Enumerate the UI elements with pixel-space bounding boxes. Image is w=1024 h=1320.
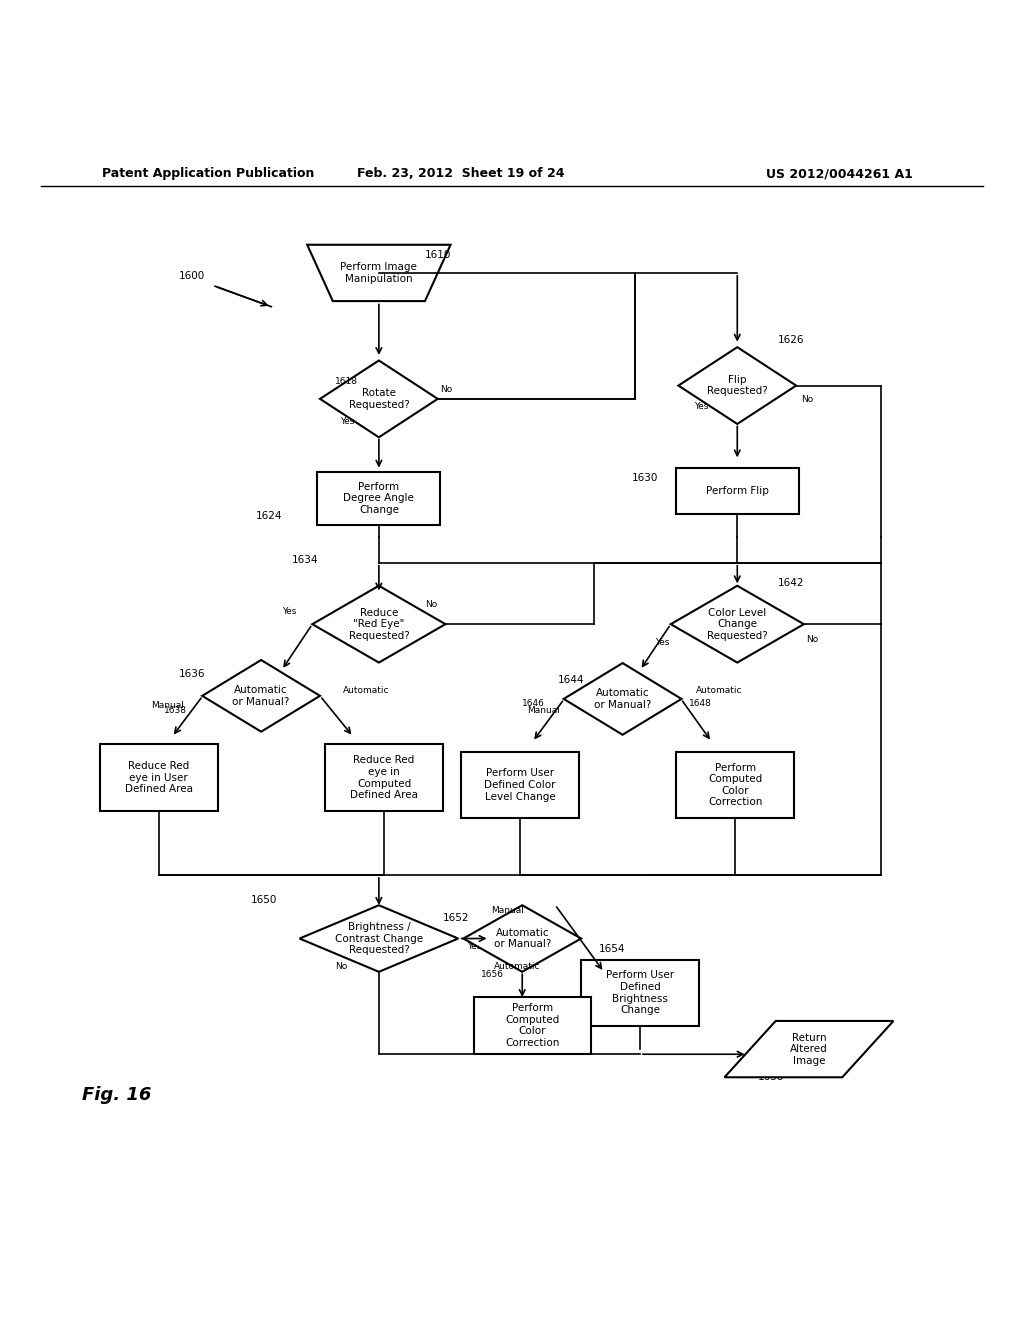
Text: No: No <box>440 384 453 393</box>
Text: 1600: 1600 <box>179 271 206 281</box>
Polygon shape <box>319 360 438 437</box>
Text: 1646: 1646 <box>522 700 545 708</box>
Text: 1610: 1610 <box>425 249 452 260</box>
Text: Yes: Yes <box>467 941 481 950</box>
Bar <box>461 751 580 818</box>
Text: 1636: 1636 <box>179 669 206 680</box>
Polygon shape <box>307 244 451 301</box>
Text: Fig. 16: Fig. 16 <box>82 1086 152 1105</box>
Polygon shape <box>203 660 319 731</box>
Bar <box>326 744 442 810</box>
Text: Rotate
Requested?: Rotate Requested? <box>348 388 410 409</box>
Text: Perform Flip: Perform Flip <box>706 486 769 496</box>
Polygon shape <box>725 1020 893 1077</box>
Text: 1642: 1642 <box>778 578 805 589</box>
Polygon shape <box>678 347 797 424</box>
Bar <box>473 998 592 1053</box>
Polygon shape <box>463 906 582 972</box>
Text: Yes: Yes <box>655 638 670 647</box>
Text: 1644: 1644 <box>558 675 585 685</box>
Text: Yes: Yes <box>694 403 709 411</box>
Text: Automatic
or Manual?: Automatic or Manual? <box>594 688 651 710</box>
Text: Perform User
Defined Color
Level Change: Perform User Defined Color Level Change <box>484 768 556 801</box>
Polygon shape <box>671 586 804 663</box>
Text: Automatic
or Manual?: Automatic or Manual? <box>232 685 290 706</box>
Bar <box>582 960 698 1026</box>
Text: Perform User
Defined
Brightness
Change: Perform User Defined Brightness Change <box>606 970 674 1015</box>
Text: Reduce Red
eye in
Computed
Defined Area: Reduce Red eye in Computed Defined Area <box>350 755 418 800</box>
Text: 1654: 1654 <box>599 944 626 954</box>
Text: 1630: 1630 <box>632 473 658 483</box>
Text: Patent Application Publication: Patent Application Publication <box>102 168 314 180</box>
Polygon shape <box>312 586 445 663</box>
Text: 1648: 1648 <box>689 700 712 708</box>
Text: Perform
Computed
Color
Correction: Perform Computed Color Correction <box>708 763 763 808</box>
Text: No: No <box>801 395 813 404</box>
Text: 1658: 1658 <box>758 1072 784 1082</box>
Text: Reduce Red
eye in User
Defined Area: Reduce Red eye in User Defined Area <box>125 762 193 795</box>
Text: Feb. 23, 2012  Sheet 19 of 24: Feb. 23, 2012 Sheet 19 of 24 <box>357 168 564 180</box>
Text: Perform
Computed
Color
Correction: Perform Computed Color Correction <box>505 1003 560 1048</box>
Text: 1624: 1624 <box>256 511 283 520</box>
Text: 1652: 1652 <box>442 913 469 923</box>
Text: Manual: Manual <box>152 701 184 710</box>
Text: US 2012/0044261 A1: US 2012/0044261 A1 <box>766 168 913 180</box>
Bar <box>100 744 218 810</box>
Text: 1638: 1638 <box>164 706 186 715</box>
Text: Automatic: Automatic <box>494 962 540 972</box>
Text: Perform Image
Manipulation: Perform Image Manipulation <box>340 263 418 284</box>
Polygon shape <box>299 906 459 972</box>
Text: 1618: 1618 <box>336 376 358 385</box>
Text: Automatic
or Manual?: Automatic or Manual? <box>494 928 551 949</box>
Text: No: No <box>335 962 347 972</box>
Text: 1656: 1656 <box>481 970 504 979</box>
Text: Yes: Yes <box>282 607 296 616</box>
Text: Perform
Degree Angle
Change: Perform Degree Angle Change <box>343 482 415 515</box>
Text: Yes: Yes <box>340 417 354 426</box>
Bar <box>317 471 440 525</box>
Text: Reduce
"Red Eye"
Requested?: Reduce "Red Eye" Requested? <box>348 607 410 640</box>
Text: Brightness /
Contrast Change
Requested?: Brightness / Contrast Change Requested? <box>335 921 423 956</box>
Text: Automatic: Automatic <box>696 686 742 694</box>
Text: Color Level
Change
Requested?: Color Level Change Requested? <box>707 607 768 640</box>
Text: Automatic: Automatic <box>343 686 389 694</box>
Text: No: No <box>425 599 437 609</box>
Bar <box>676 751 795 818</box>
Text: 1640: 1640 <box>338 755 365 764</box>
Text: 1634: 1634 <box>292 554 318 565</box>
Text: Flip
Requested?: Flip Requested? <box>707 375 768 396</box>
Text: Manual: Manual <box>492 906 524 915</box>
Text: Return
Altered
Image: Return Altered Image <box>791 1032 827 1065</box>
Bar <box>676 469 799 513</box>
Text: Manual: Manual <box>527 706 560 715</box>
Text: 1650: 1650 <box>251 895 278 904</box>
Text: 1626: 1626 <box>778 334 805 345</box>
Polygon shape <box>563 663 682 735</box>
Text: No: No <box>806 635 818 644</box>
